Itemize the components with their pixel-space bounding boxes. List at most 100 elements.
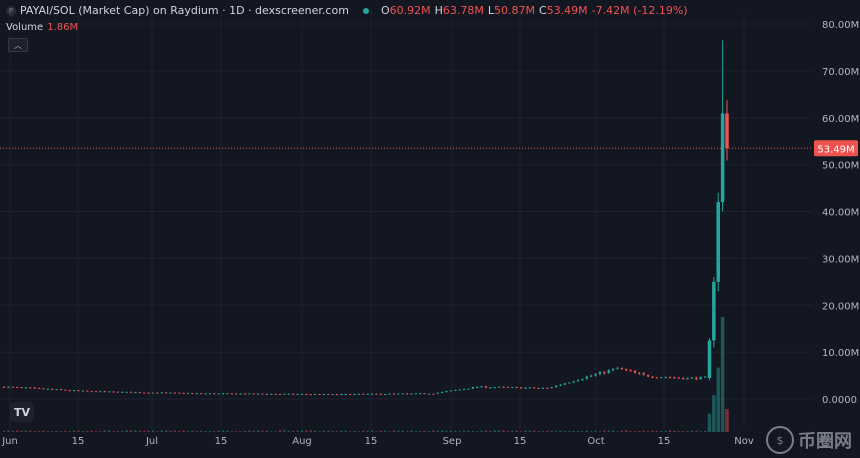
x-tick-label: Oct xyxy=(587,436,604,447)
candle-body xyxy=(283,393,286,395)
candle-body xyxy=(173,392,176,394)
candle-body xyxy=(467,388,470,390)
candle-body xyxy=(720,113,725,203)
candle-body xyxy=(138,392,141,394)
volume-bar xyxy=(712,395,716,432)
candle-body xyxy=(647,374,650,377)
candle-body xyxy=(703,376,707,378)
volume-bar xyxy=(239,431,242,432)
volume-bar xyxy=(147,430,150,432)
candle-body xyxy=(340,394,343,396)
last-price-tag xyxy=(814,140,858,157)
volume-bar xyxy=(173,430,176,432)
candle-body xyxy=(344,393,347,395)
volume-bar xyxy=(103,430,106,432)
watermark-logo-icon: $ xyxy=(766,426,794,454)
volume-bar xyxy=(533,430,536,432)
volume-bar xyxy=(489,430,492,432)
candle-body xyxy=(515,387,518,389)
candle-body xyxy=(462,388,466,390)
volume-bar xyxy=(248,430,251,432)
tradingview-logo-icon[interactable]: TV xyxy=(10,402,34,422)
candle-body xyxy=(480,386,483,388)
volume-bars xyxy=(2,317,729,432)
candle-body xyxy=(156,392,159,394)
candle-body xyxy=(611,368,615,371)
candle-body xyxy=(419,393,422,395)
candle-body xyxy=(335,394,339,396)
volume-bar xyxy=(287,430,290,432)
volume-bar xyxy=(660,430,663,432)
volume-bar xyxy=(629,431,632,432)
candle-body xyxy=(633,370,637,373)
volume-bar xyxy=(384,430,387,432)
candle-body xyxy=(707,340,712,378)
candle-body xyxy=(401,393,404,395)
candle-body xyxy=(261,393,264,395)
volume-bar xyxy=(449,430,453,432)
volume-bar xyxy=(226,430,229,432)
volume-bar xyxy=(401,430,404,432)
volume-bar xyxy=(331,430,334,432)
y-tick-label: 10.00M xyxy=(822,348,859,359)
candle-body xyxy=(690,377,694,379)
volume-bar xyxy=(590,431,593,432)
collapse-legend-button[interactable]: ︿ xyxy=(8,38,28,52)
volume-bar xyxy=(186,431,190,432)
candle-body xyxy=(270,393,273,395)
volume-bar xyxy=(511,430,514,432)
candle-body xyxy=(86,390,89,392)
volume-bar xyxy=(651,430,654,432)
candle-body xyxy=(550,387,553,389)
candle-body xyxy=(423,393,426,395)
chart-header: P PAYAI/SOL (Market Cap) on Raydium · 1D… xyxy=(6,4,688,17)
x-tick-label: Sep xyxy=(443,436,462,447)
candle-body xyxy=(677,377,680,379)
candle-body xyxy=(204,393,207,395)
volume-bar xyxy=(375,431,378,432)
volume-bar xyxy=(2,431,6,432)
candle-body xyxy=(309,394,312,396)
volume-bar xyxy=(480,430,483,432)
volume-bar xyxy=(243,430,247,432)
volume-bar xyxy=(217,430,220,432)
volume-bar xyxy=(537,431,540,432)
candle-body xyxy=(362,393,365,395)
volume-bar xyxy=(397,430,400,432)
volume-bar xyxy=(642,430,645,432)
volume-bar xyxy=(77,430,80,432)
candle-body xyxy=(537,388,540,390)
volume-bar xyxy=(682,431,685,432)
volume-bar xyxy=(703,430,707,432)
candle-body xyxy=(322,394,325,396)
volume-bar xyxy=(611,430,615,432)
volume-bar xyxy=(581,431,584,432)
candle-body xyxy=(541,387,545,389)
y-tick-label: 40.00M xyxy=(822,208,859,219)
candle-body xyxy=(370,393,374,395)
volume-bar xyxy=(200,430,203,432)
candle-body xyxy=(668,377,672,379)
candle-body xyxy=(287,393,290,395)
candle-body xyxy=(559,384,562,386)
candle-body xyxy=(327,394,330,396)
volume-bar xyxy=(116,431,120,432)
candle-body xyxy=(673,377,676,379)
candle-body xyxy=(590,375,593,377)
volume-bar xyxy=(81,431,84,432)
volume-bar xyxy=(221,430,225,432)
candle-body xyxy=(349,393,352,395)
candle-body xyxy=(2,386,6,388)
volume-bar xyxy=(471,430,474,432)
candle-body xyxy=(99,391,102,393)
candle-body xyxy=(178,392,181,394)
volume-bar xyxy=(493,430,496,432)
candle-body xyxy=(160,392,163,394)
volume-bar xyxy=(121,431,124,432)
candle-body xyxy=(651,376,654,378)
candle-body xyxy=(441,391,444,393)
volume-bar xyxy=(353,431,356,432)
volume-bar xyxy=(51,431,54,432)
candle-body xyxy=(90,391,93,393)
